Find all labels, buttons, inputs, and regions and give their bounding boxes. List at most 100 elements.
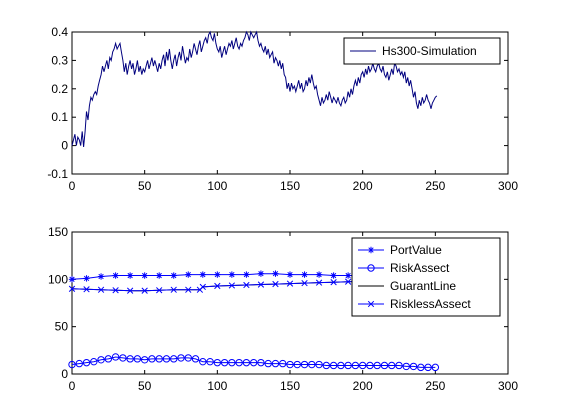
data-point-riskassect [300, 360, 309, 369]
data-point-riskassect [206, 357, 214, 366]
data-point-portvalue [156, 272, 163, 279]
data-point-riskassect [140, 356, 149, 364]
data-point-riskassect [417, 363, 425, 372]
data-point-riskassect [424, 363, 432, 372]
axes-bottom: 0 50 100 150 200 250 300 0 50 100 150 PortValue Ris… [48, 225, 518, 393]
data-point-riskassect [104, 355, 113, 363]
series-line-hs300-simulation [71, 30, 438, 148]
data-point-portvalue [301, 271, 308, 278]
x-tick-label: 150 [280, 379, 300, 393]
data-point-risklessassect [185, 286, 192, 293]
data-point-portvalue [330, 272, 337, 279]
data-point-riskassect [337, 361, 345, 370]
axes-top-series [71, 30, 438, 148]
y-tick-label: 0.4 [51, 25, 68, 39]
x-tick-label: 50 [138, 379, 152, 393]
data-point-riskassect [75, 359, 83, 368]
y-tick-label: -0.1 [47, 167, 68, 181]
series-hs300-simulation [71, 30, 438, 148]
x-tick-label: 100 [207, 179, 227, 193]
legend-entry-guarantline: GuarantLine [358, 279, 456, 293]
data-point-riskassect [126, 355, 134, 363]
data-point-portvalue [228, 271, 236, 278]
data-point-portvalue [214, 271, 221, 278]
y-tick-label: 150 [48, 225, 68, 239]
data-point-riskassect [97, 356, 105, 364]
data-point-risklessassect [214, 282, 221, 290]
data-point-riskassect [358, 361, 367, 370]
data-point-riskassect [68, 360, 76, 369]
data-point-riskassect [257, 358, 265, 367]
x-tick-label: 200 [353, 379, 373, 393]
data-point-riskassect [388, 361, 396, 370]
legend-label-riskassect: RiskAssect [390, 261, 450, 275]
x-tick-label: 150 [280, 179, 300, 193]
data-point-riskassect [329, 361, 338, 370]
y-tick-label: 50 [55, 320, 69, 334]
data-point-riskassect [264, 359, 272, 368]
data-point-riskassect [170, 355, 178, 363]
data-point-riskassect [380, 361, 389, 370]
data-point-riskassect [286, 360, 294, 369]
x-tick-label: 0 [69, 179, 76, 193]
legend-swatch-marker [367, 300, 375, 308]
legend-label-risklessassect: RisklessAssect [390, 297, 471, 311]
legend-label-hs300-simulation: Hs300-Simulation [382, 44, 477, 58]
x-tick-label: 0 [69, 379, 76, 393]
legend-swatch-marker [367, 264, 375, 272]
data-point-risklessassect [344, 278, 352, 285]
series-line-riskassect [71, 356, 436, 368]
data-point-riskassect [308, 360, 316, 369]
data-point-risklessassect [330, 279, 337, 286]
data-point-portvalue [141, 272, 148, 279]
legend-swatch-marker [367, 246, 375, 254]
data-point-risklessassect [257, 281, 265, 288]
legend-label-portvalue: PortValue [390, 243, 442, 257]
y-tick-label: 0.2 [51, 82, 68, 96]
data-point-riskassect [242, 358, 251, 367]
data-point-portvalue [126, 272, 134, 279]
data-point-risklessassect [315, 279, 323, 286]
data-point-risklessassect [286, 280, 294, 287]
data-point-portvalue [286, 271, 294, 278]
data-point-risklessassect [97, 286, 105, 293]
data-point-riskassect [184, 354, 192, 362]
data-point-risklessassect [272, 280, 279, 288]
legend-entry-risklessassect: RisklessAssect [358, 297, 471, 311]
data-point-riskassect [213, 358, 222, 367]
y-tick-label: 0 [61, 139, 68, 153]
data-point-riskassect [162, 355, 171, 363]
data-point-riskassect [177, 354, 185, 362]
data-point-riskassect [249, 358, 258, 367]
data-point-risklessassect [243, 281, 250, 289]
data-point-risklessassect [301, 279, 308, 287]
data-point-riskassect [409, 362, 418, 371]
y-tick-label: 0.1 [51, 110, 68, 124]
data-point-riskassect [366, 361, 374, 370]
data-point-portvalue [199, 271, 206, 278]
data-point-riskassect [82, 358, 91, 367]
data-point-risklessassect [228, 282, 236, 289]
data-point-riskassect [373, 361, 381, 370]
data-point-riskassect [148, 355, 156, 363]
data-point-risklessassect [141, 287, 148, 294]
data-point-riskassect [351, 361, 360, 370]
data-point-riskassect [293, 360, 301, 369]
data-point-riskassect [220, 358, 229, 367]
y-tick-label: 100 [48, 272, 68, 286]
legend-entry-hs300-simulation: Hs300-Simulation [350, 44, 477, 58]
data-point-riskassect [191, 355, 200, 363]
series-riskassect [68, 353, 440, 372]
data-point-riskassect [133, 355, 142, 363]
data-point-risklessassect [199, 283, 206, 291]
legend-bottom: PortValue RiskAssect GuarantLine RisklessAs… [351, 237, 501, 317]
data-point-riskassect [199, 357, 207, 366]
data-point-portvalue [112, 272, 119, 279]
axes-top: 0 50 100 150 200 250 300-0.100.10.20.30.4 Hs30… [47, 25, 518, 193]
data-point-portvalue [315, 271, 323, 278]
data-point-riskassect [315, 360, 323, 369]
data-point-riskassect [111, 353, 120, 361]
data-point-risklessassect [126, 287, 134, 294]
data-point-riskassect [344, 361, 352, 370]
data-point-riskassect [119, 354, 127, 362]
